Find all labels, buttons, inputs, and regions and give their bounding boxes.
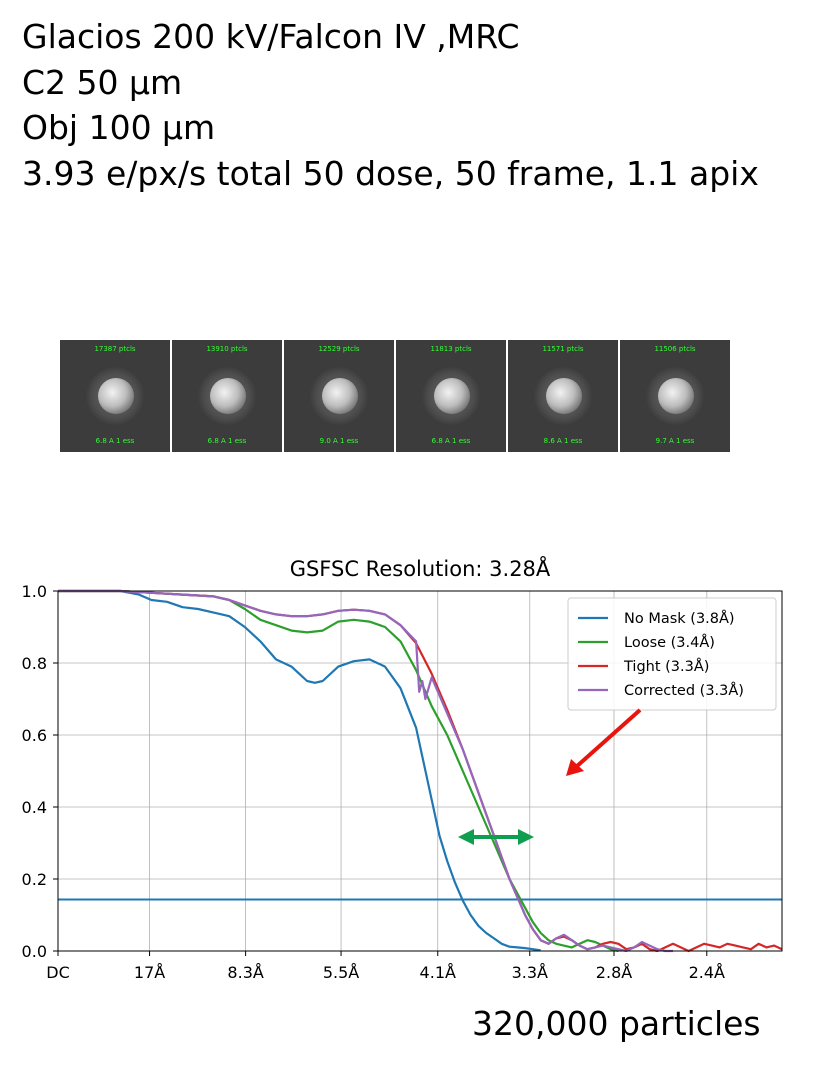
x-tick-label: 5.5Å xyxy=(323,963,359,982)
class-resolution: 9.7 A 1 ess xyxy=(655,437,695,445)
legend-entry: Loose (3.4Å) xyxy=(624,634,715,651)
legend-entry: Corrected (3.3Å) xyxy=(624,682,744,699)
x-tick-label: 2.8Å xyxy=(596,963,632,982)
red-arrow-head xyxy=(566,759,584,776)
class-average-image xyxy=(322,378,358,414)
y-tick-label: 0.8 xyxy=(22,654,47,673)
series-line xyxy=(58,589,619,953)
class-tile: 12529 ptcls 9.0 A 1 ess xyxy=(284,340,394,452)
2d-class-gallery: 17387 ptcls 6.8 A 1 ess 13910 ptcls 6.8 … xyxy=(60,340,731,452)
chart-title: GSFSC Resolution: 3.28Å xyxy=(290,555,551,581)
class-resolution: 6.8 A 1 ess xyxy=(207,437,247,445)
class-resolution: 9.0 A 1 ess xyxy=(319,437,359,445)
class-tile: 11813 ptcls 6.8 A 1 ess xyxy=(396,340,506,452)
legend-box xyxy=(567,597,777,711)
y-tick-label: 0.6 xyxy=(22,726,47,745)
y-tick-label: 0.4 xyxy=(22,798,47,817)
class-particle-count: 11813 ptcls xyxy=(430,345,472,353)
particle-count-label: 320,000 particles xyxy=(472,1004,761,1043)
green-arrow-left-head xyxy=(458,829,474,845)
class-particle-count: 11571 ptcls xyxy=(542,345,584,353)
x-tick-label: 2.4Å xyxy=(689,963,725,982)
x-tick-label: 3.3Å xyxy=(512,963,548,982)
series-line xyxy=(58,589,673,953)
microscope-line: Glacios 200 kV/Falcon IV ,MRC xyxy=(22,17,520,56)
class-tile: 11571 ptcls 8.6 A 1 ess xyxy=(508,340,618,452)
class-tile: 11506 ptcls 9.7 A 1 ess xyxy=(620,340,730,452)
annotations xyxy=(458,708,642,845)
objective-aperture-line: Obj 100 μm xyxy=(22,108,216,147)
class-particle-count: 17387 ptcls xyxy=(94,345,136,353)
legend-entry: Tight (3.3Å) xyxy=(623,658,709,675)
series-line xyxy=(58,589,541,952)
class-average-image xyxy=(434,378,470,414)
legend-entry: No Mask (3.8Å) xyxy=(624,610,735,627)
class-tile: 13910 ptcls 6.8 A 1 ess xyxy=(172,340,282,452)
x-tick-label: 17Å xyxy=(134,963,165,982)
class-average-image xyxy=(546,378,582,414)
y-tick-label: 0.2 xyxy=(22,870,47,889)
red-arrow-shaft xyxy=(574,708,642,769)
series-lines xyxy=(58,589,783,953)
class-particle-count: 11506 ptcls xyxy=(654,345,696,353)
class-particle-count: 12529 ptcls xyxy=(318,345,360,353)
green-arrow-right-head xyxy=(518,829,534,845)
class-tile: 17387 ptcls 6.8 A 1 ess xyxy=(60,340,170,452)
dose-line: 3.93 e/px/s total 50 dose, 50 frame, 1.1… xyxy=(22,153,759,193)
class-average-image xyxy=(210,378,246,414)
class-resolution: 6.8 A 1 ess xyxy=(95,437,135,445)
y-tick-label: 1.0 xyxy=(22,582,47,601)
class-resolution: 8.6 A 1 ess xyxy=(543,437,583,445)
class-average-image xyxy=(98,378,134,414)
x-tick-label: DC xyxy=(46,963,70,982)
fsc-chart-svg: GSFSC Resolution: 3.28Å DC 17Å 8.3Å 5.5Å 4.1… xyxy=(22,555,783,982)
plot-frame xyxy=(57,590,783,952)
c2-aperture-line: C2 50 μm xyxy=(22,62,183,102)
fsc-chart: GSFSC Resolution: 3.28Å DC 17Å 8.3Å 5.5Å 4.1… xyxy=(0,540,836,1004)
class-resolution: 6.8 A 1 ess xyxy=(431,437,471,445)
class-particle-count: 13910 ptcls xyxy=(206,345,248,353)
legend: No Mask (3.8Å) Loose (3.4Å) Tight (3.3Å) Co… xyxy=(567,597,777,711)
class-average-image xyxy=(658,378,694,414)
axes: DC 17Å 8.3Å 5.5Å 4.1Å 3.3Å 2.8Å 2.4Å 0.0 0.2 0.4 0.… xyxy=(22,582,783,982)
x-tick-label: 8.3Å xyxy=(227,963,263,982)
acquisition-info: Glacios 200 kV/Falcon IV ,MRC C2 50 μm O… xyxy=(22,14,759,196)
x-tick-label: 4.1Å xyxy=(420,963,456,982)
y-tick-label: 0.0 xyxy=(22,942,47,961)
